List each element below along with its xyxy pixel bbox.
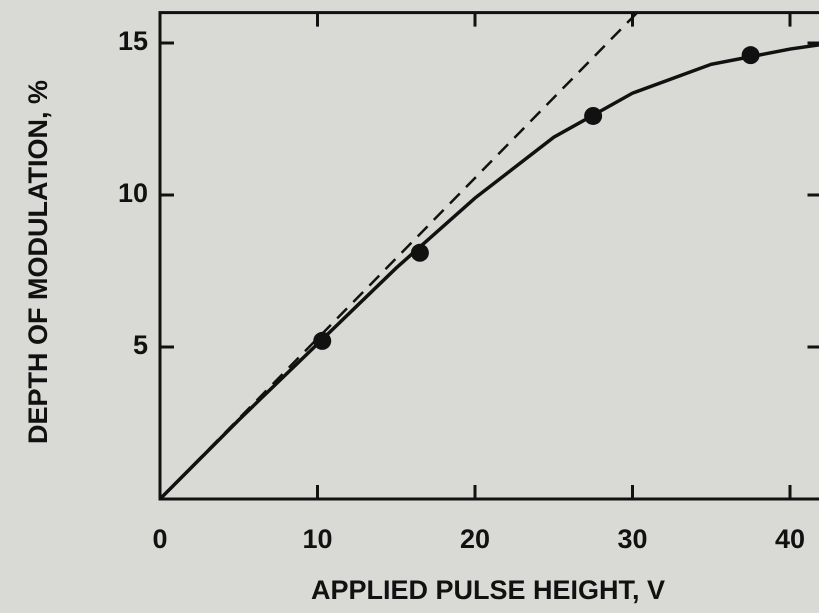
x-tick-label: 20 [460,524,490,554]
x-tick-label: 30 [617,524,647,554]
y-tick-label: 15 [118,26,148,56]
x-tick-label: 10 [302,524,332,554]
x-tick-label: 40 [775,524,805,554]
x-tick-label: 0 [152,524,167,554]
data-point [584,106,603,125]
data-point [313,331,332,350]
y-tick-label: 5 [133,330,148,360]
data-point [741,46,760,65]
y-tick-label: 10 [118,178,148,208]
plot-frame [158,11,819,501]
y-axis-label: DEPTH OF MODULATION, % [23,80,53,444]
x-axis-label: APPLIED PULSE HEIGHT, V [311,575,665,605]
data-point [410,243,429,262]
plot-area [160,12,819,500]
